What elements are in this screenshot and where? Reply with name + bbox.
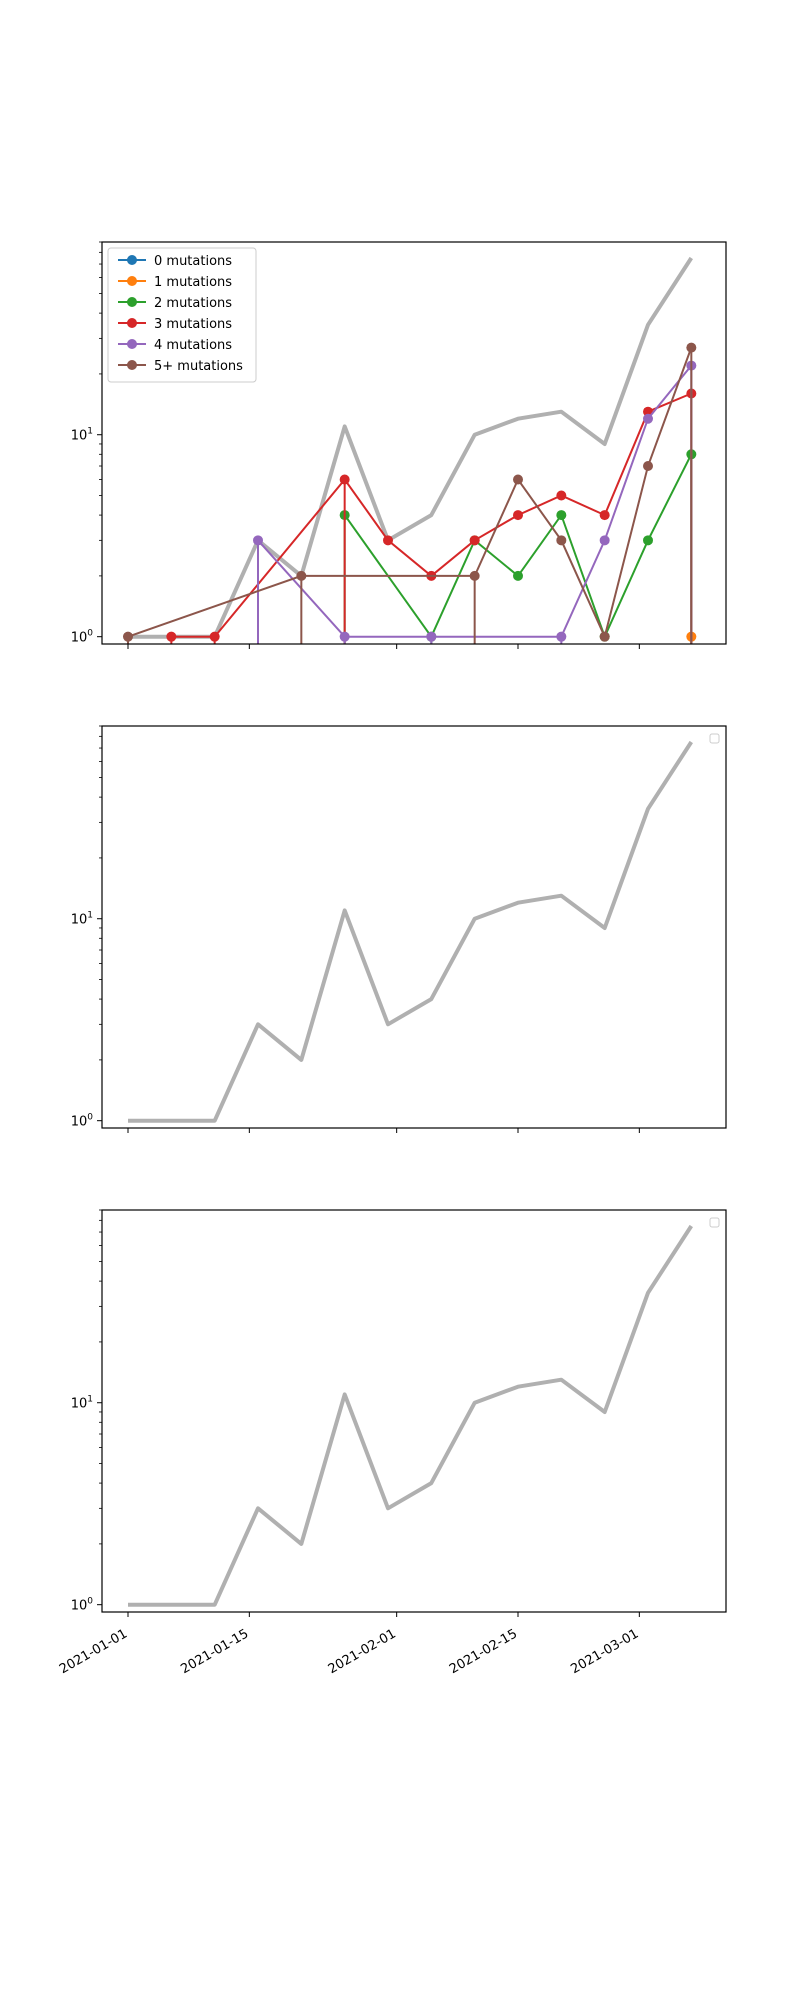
y-tick-label: 100 — [71, 1113, 94, 1130]
axes-frame — [101, 241, 727, 645]
legend-marker — [127, 318, 137, 328]
data-point — [556, 490, 567, 501]
legend-marker — [127, 276, 137, 286]
data-point — [643, 535, 653, 546]
data-point — [599, 510, 610, 521]
data-point — [513, 510, 523, 521]
total-line — [128, 740, 693, 1123]
y-tick-label: 101 — [71, 427, 93, 444]
plot-area — [128, 740, 693, 1123]
y-tick-label: 101 — [71, 911, 93, 928]
legend-label: 5+ mutations — [154, 359, 243, 374]
data-point — [556, 535, 567, 546]
x-tick-label: 2021-01-01 — [57, 1626, 130, 1677]
x-tick-label: 2021-02-01 — [326, 1626, 399, 1677]
legend-label: 0 mutations — [154, 254, 232, 269]
chart-2: 100 101 — [71, 725, 727, 1133]
plot-area — [128, 1224, 693, 1607]
data-point — [296, 570, 307, 581]
data-point — [513, 474, 523, 485]
data-point — [513, 570, 523, 581]
data-point — [426, 631, 437, 642]
data-point — [469, 535, 480, 546]
data-point — [383, 535, 393, 546]
chart-3: 100 101 2021-01-01 2021-01-15 2021-02-01 2021… — [57, 1209, 727, 1677]
y-tick-label: 100 — [71, 1597, 94, 1614]
series-5-mutations — [123, 342, 697, 644]
y-tick-label: 100 — [71, 629, 94, 646]
data-point — [599, 535, 610, 546]
data-point — [123, 631, 133, 642]
data-point — [209, 631, 220, 642]
y-tick-label: 101 — [71, 1395, 93, 1412]
data-point — [469, 570, 480, 581]
data-point — [253, 535, 263, 546]
legend-marker — [127, 360, 137, 370]
data-point — [339, 474, 350, 485]
legend-label: 2 mutations — [154, 296, 232, 311]
series-line — [127, 347, 693, 640]
data-point — [643, 413, 653, 424]
data-point — [339, 631, 350, 642]
plot-area — [123, 256, 697, 644]
axes-frame — [101, 725, 727, 1129]
legend-label: 4 mutations — [154, 338, 232, 353]
x-tick-label: 2021-03-01 — [568, 1626, 641, 1677]
data-point — [166, 631, 177, 642]
legend-marker — [127, 297, 137, 307]
axes-frame — [101, 1209, 727, 1613]
total-line — [128, 256, 693, 639]
data-point — [599, 631, 610, 642]
legend-marker — [127, 339, 137, 349]
data-point — [556, 510, 567, 521]
series-line — [343, 453, 693, 640]
legend-box — [709, 1217, 720, 1228]
data-point — [556, 631, 567, 642]
total-line — [128, 1224, 693, 1607]
legend: 0 mutations 1 mutations 2 mutations 3 mutat… — [107, 247, 257, 383]
data-point — [686, 342, 697, 353]
legend-marker — [127, 255, 137, 265]
data-point — [643, 461, 653, 472]
legend-label: 3 mutations — [154, 317, 232, 332]
legend-label: 1 mutations — [154, 275, 232, 290]
chart-1: 100 101 0 mutations 1 mutations 2 mutations 3… — [71, 241, 727, 649]
x-tick-label: 2021-02-15 — [447, 1626, 520, 1677]
x-tick-label: 2021-01-15 — [178, 1626, 251, 1677]
legend-box — [709, 733, 720, 744]
